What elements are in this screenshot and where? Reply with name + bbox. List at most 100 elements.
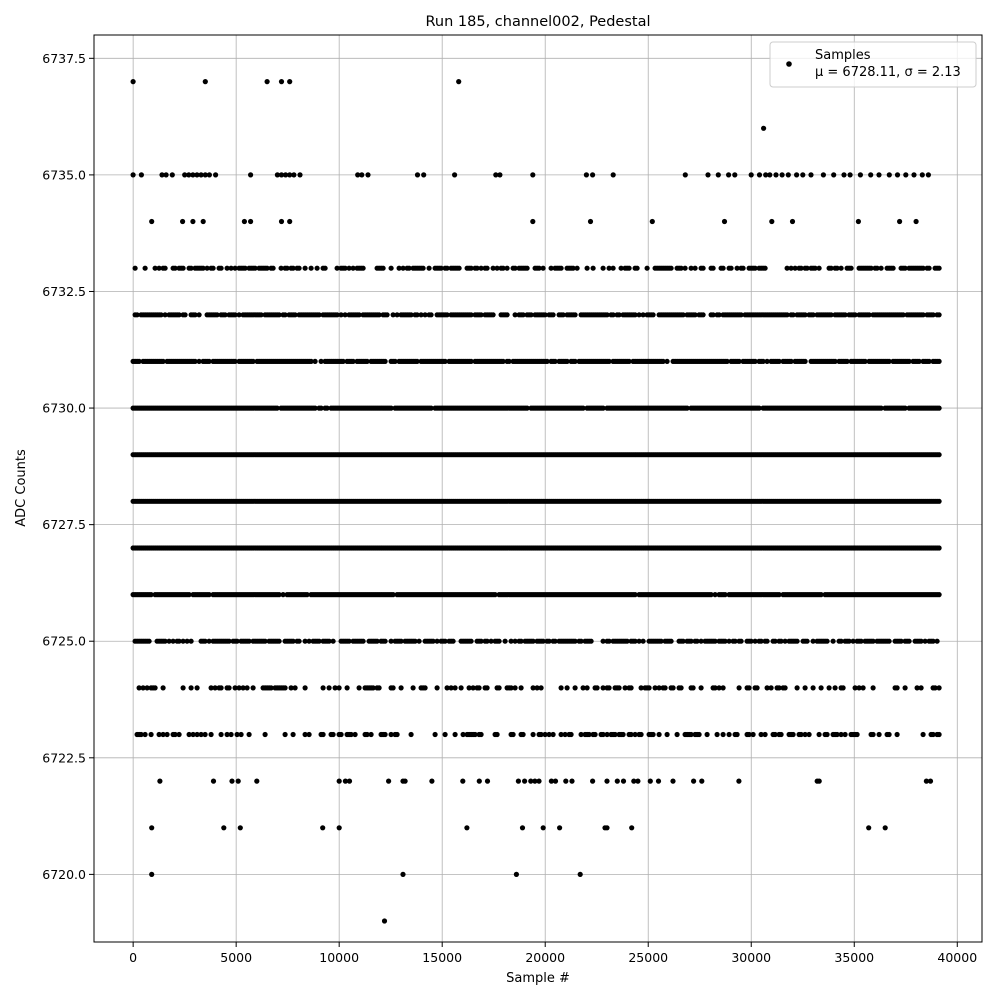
data-point — [282, 685, 288, 691]
data-point — [932, 685, 938, 691]
data-point — [200, 218, 206, 225]
data-point — [242, 265, 248, 271]
data-point — [320, 731, 326, 738]
data-point — [628, 685, 634, 691]
data-point — [700, 265, 706, 271]
data-point — [868, 265, 874, 271]
data-point — [758, 638, 764, 644]
data-point — [784, 312, 790, 318]
data-point — [911, 172, 917, 178]
chart-title: Run 185, channel002, Pedestal — [425, 14, 650, 30]
data-point — [692, 265, 698, 271]
data-point — [936, 731, 942, 738]
data-point — [840, 685, 846, 691]
data-point — [381, 918, 388, 924]
data-point — [460, 778, 466, 784]
data-point — [202, 79, 208, 85]
data-point — [763, 172, 769, 178]
data-point — [534, 685, 540, 691]
data-point — [546, 638, 552, 644]
data-point — [776, 358, 782, 364]
data-point — [418, 312, 424, 318]
data-point — [364, 358, 370, 364]
data-point — [922, 638, 928, 644]
data-point — [688, 731, 694, 738]
data-point — [380, 265, 386, 271]
data-point — [406, 265, 412, 271]
data-point — [612, 731, 618, 738]
data-point — [664, 731, 670, 738]
data-point — [936, 358, 942, 364]
data-point — [664, 358, 670, 364]
data-point — [644, 265, 650, 271]
data-point — [838, 638, 844, 644]
data-point — [334, 265, 340, 271]
data-point — [530, 685, 536, 691]
data-point — [280, 592, 286, 598]
data-point — [852, 685, 858, 691]
data-point — [712, 638, 718, 644]
data-point — [287, 79, 293, 85]
data-point — [194, 172, 200, 178]
data-point — [846, 638, 852, 644]
data-point — [490, 265, 496, 271]
data-point — [162, 312, 168, 318]
data-point — [138, 731, 144, 738]
data-point — [540, 825, 546, 831]
data-point — [176, 312, 182, 318]
data-point — [468, 312, 474, 318]
data-point — [918, 638, 924, 644]
data-point — [476, 685, 482, 691]
data-point — [264, 79, 270, 85]
data-point — [506, 358, 512, 364]
data-point — [710, 265, 716, 271]
data-point — [572, 685, 578, 691]
data-point — [524, 405, 530, 411]
data-point — [878, 265, 884, 271]
data-point — [432, 731, 438, 738]
data-point — [606, 638, 612, 644]
data-point — [500, 265, 506, 271]
data-point — [434, 685, 440, 691]
data-point — [698, 685, 704, 691]
data-point — [494, 265, 500, 271]
data-point — [882, 825, 888, 831]
data-point — [626, 265, 632, 271]
y-tick-label: 6732.5 — [42, 284, 86, 299]
data-point — [176, 731, 182, 738]
data-point — [870, 731, 876, 738]
data-point — [870, 638, 876, 644]
data-point — [336, 685, 342, 691]
data-point — [152, 685, 158, 691]
data-point — [738, 312, 744, 318]
data-point — [355, 172, 361, 178]
data-point — [752, 358, 758, 364]
data-point — [190, 218, 196, 225]
data-point — [254, 778, 260, 784]
data-point — [649, 218, 655, 225]
data-point — [578, 731, 584, 738]
x-tick-label: 30000 — [731, 950, 771, 965]
data-point — [416, 638, 422, 644]
grid-lines — [94, 35, 982, 942]
data-point — [656, 731, 662, 738]
data-point — [130, 79, 136, 85]
data-point — [544, 358, 550, 364]
data-point — [264, 265, 270, 271]
data-point — [136, 358, 142, 364]
data-point — [636, 638, 642, 644]
data-point — [720, 731, 726, 738]
data-point — [484, 265, 490, 271]
data-point — [134, 312, 140, 318]
data-point — [287, 218, 293, 225]
data-point — [414, 312, 420, 318]
data-point — [806, 731, 812, 738]
data-point — [874, 265, 880, 271]
data-point — [202, 172, 208, 178]
data-point — [536, 265, 542, 271]
data-point — [841, 172, 847, 178]
data-point — [210, 265, 216, 271]
x-tick-label: 0 — [129, 950, 137, 965]
data-point — [778, 638, 784, 644]
data-point — [569, 778, 575, 784]
